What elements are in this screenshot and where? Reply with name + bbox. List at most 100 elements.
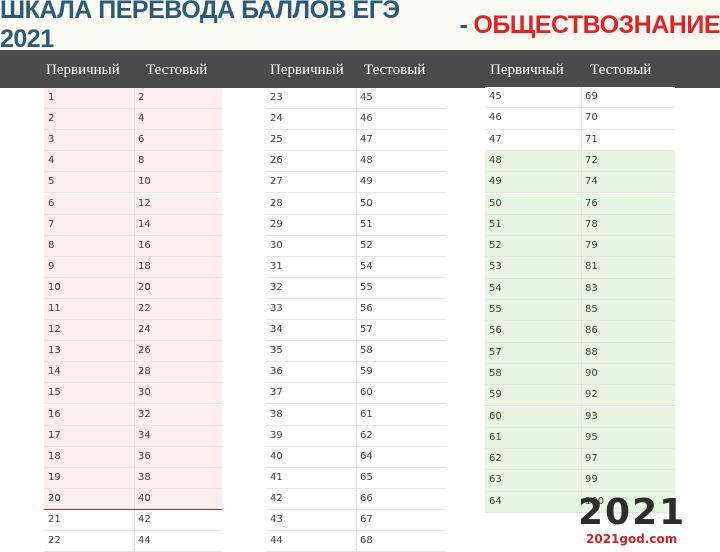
cell-divider <box>581 150 582 172</box>
test-score-cell: 64 <box>360 450 373 462</box>
cell-divider <box>356 172 357 193</box>
header-test-2: Тестовый <box>364 62 426 78</box>
primary-score-cell: 57 <box>489 346 502 358</box>
cell-divider <box>581 470 582 491</box>
table-row: 46 70 <box>485 108 675 130</box>
primary-score-cell: 38 <box>270 408 283 420</box>
test-score-cell: 60 <box>360 387 373 399</box>
test-score-cell: 83 <box>585 282 598 294</box>
test-score-cell: 55 <box>360 281 373 293</box>
cell-divider <box>356 299 357 320</box>
test-score-cell: 50 <box>360 197 373 209</box>
cell-divider <box>134 467 135 488</box>
test-score-cell: 88 <box>585 346 598 358</box>
cell-divider <box>356 362 357 383</box>
primary-score-cell: 14 <box>48 366 61 378</box>
cell-divider <box>356 320 357 341</box>
cell-divider <box>134 235 135 256</box>
test-score-cell: 16 <box>138 239 151 251</box>
primary-score-cell: 44 <box>270 535 283 547</box>
cell-divider <box>356 446 357 467</box>
table-row: 24 46 <box>266 109 446 131</box>
test-score-cell: 97 <box>585 453 598 465</box>
primary-score-cell: 49 <box>489 176 502 188</box>
test-score-cell: 14 <box>138 218 151 230</box>
table-row: 32 55 <box>266 277 446 299</box>
cell-divider <box>356 425 357 446</box>
primary-score-cell: 43 <box>270 514 283 525</box>
primary-score-cell: 26 <box>270 155 283 167</box>
primary-score-cell: 39 <box>270 429 283 441</box>
table-row: 13 26 <box>44 341 222 363</box>
table-row: 29 51 <box>266 214 446 236</box>
table-row: 62 97 <box>485 449 675 471</box>
test-score-cell: 71 <box>585 133 598 145</box>
cell-divider <box>134 88 135 109</box>
cell-divider <box>134 130 135 151</box>
primary-score-cell: 11 <box>48 303 61 314</box>
test-score-cell: 46 <box>360 113 373 125</box>
cell-divider <box>134 172 135 193</box>
primary-score-cell: 28 <box>270 197 283 209</box>
table-row: 55 85 <box>485 300 675 322</box>
primary-score-cell: 22 <box>48 535 61 547</box>
cell-divider <box>581 87 582 108</box>
test-score-cell: 47 <box>360 134 373 146</box>
cell-divider <box>134 510 135 531</box>
primary-score-cell: 4 <box>48 155 55 167</box>
table-row: 58 90 <box>485 363 675 386</box>
test-score-cell: 69 <box>585 91 598 102</box>
primary-score-cell: 48 <box>489 154 502 166</box>
logo-url: 2021god.com <box>586 532 678 546</box>
cell-divider <box>134 193 135 214</box>
table-row: 61 95 <box>485 427 675 450</box>
test-score-cell: 62 <box>360 429 373 441</box>
header-primary-1: Первичный <box>46 62 120 78</box>
cell-divider <box>356 235 357 256</box>
table-row: 10 20 <box>44 277 222 299</box>
primary-score-cell: 23 <box>270 92 283 103</box>
table-row: 23 45 <box>266 88 446 110</box>
primary-score-cell: 6 <box>48 197 55 209</box>
test-score-cell: 72 <box>585 154 598 166</box>
table-row: 21 42 <box>44 510 222 532</box>
table-row: 35 58 <box>266 341 446 363</box>
table-row: 19 38 <box>44 467 222 489</box>
table-row: 41 65 <box>266 467 446 489</box>
test-score-cell: 26 <box>138 345 151 357</box>
test-score-cell: 79 <box>585 240 598 252</box>
table-row: 7 14 <box>44 214 222 236</box>
primary-score-cell: 12 <box>48 324 61 336</box>
primary-score-cell: 29 <box>270 218 283 230</box>
header-test-1: Тестовый <box>146 62 208 78</box>
page-title: ШКАЛА ПЕРЕВОДА БАЛЛОВ ЕГЭ 2021 - ОБЩЕСТВ… <box>0 0 720 53</box>
table-row: 44 68 <box>266 531 446 552</box>
table-row: 30 52 <box>266 235 446 257</box>
cell-divider <box>581 363 582 385</box>
primary-score-cell: 27 <box>270 176 283 188</box>
primary-score-cell: 45 <box>489 91 502 102</box>
primary-score-cell: 63 <box>489 474 502 486</box>
primary-score-cell: 24 <box>270 113 283 125</box>
primary-score-cell: 10 <box>48 281 61 293</box>
cell-divider <box>134 299 135 320</box>
cell-divider <box>134 341 135 362</box>
test-score-cell: 42 <box>138 514 151 525</box>
primary-score-cell: 8 <box>48 239 55 251</box>
primary-score-cell: 5 <box>48 176 55 188</box>
test-score-cell: 93 <box>585 410 598 422</box>
cell-divider <box>356 383 357 404</box>
primary-score-cell: 51 <box>489 218 502 230</box>
cell-divider <box>356 151 357 172</box>
cell-divider <box>581 278 582 299</box>
cell-divider <box>581 385 582 406</box>
cell-divider <box>581 129 582 150</box>
primary-score-cell: 20 <box>48 492 61 504</box>
table-row: 9 18 <box>44 256 222 278</box>
cell-divider <box>356 531 357 552</box>
table-row: 5 10 <box>44 172 222 194</box>
cell-divider <box>134 446 135 467</box>
primary-score-cell: 50 <box>489 197 502 209</box>
